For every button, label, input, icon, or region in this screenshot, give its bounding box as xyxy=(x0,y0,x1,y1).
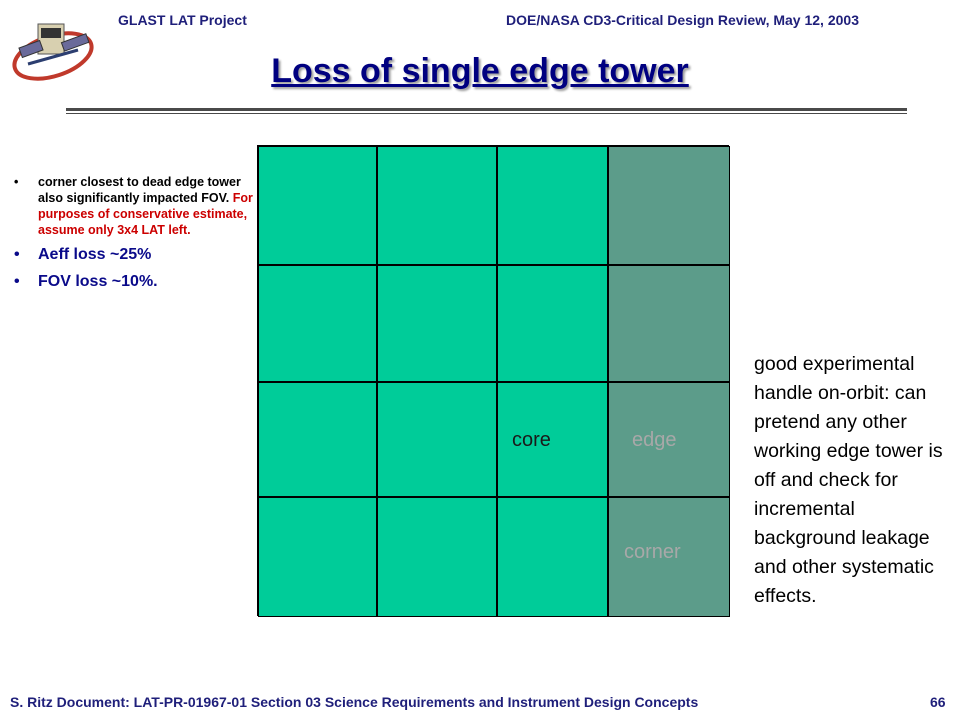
tower-cell xyxy=(497,265,608,382)
bullet-list: • corner closest to dead edge tower also… xyxy=(14,174,254,299)
tower-cell xyxy=(258,497,377,617)
core-label: core xyxy=(512,429,551,451)
tower-cell xyxy=(377,146,497,265)
edge-label: edge xyxy=(632,429,677,451)
tower-cell xyxy=(258,265,377,382)
corner-label: corner xyxy=(624,541,681,563)
tower-cell xyxy=(258,146,377,265)
title-rule-thick xyxy=(66,108,907,111)
side-note: good experimental handle on-orbit: can p… xyxy=(754,353,943,607)
tower-cell xyxy=(377,265,497,382)
bullet-text: FOV loss ~10%. xyxy=(38,273,158,290)
tower-grid xyxy=(257,145,730,617)
dead-tower-cell xyxy=(608,382,730,497)
dead-tower-cell xyxy=(608,146,730,265)
glast-satellite-logo-icon xyxy=(12,23,94,81)
dead-tower-cell xyxy=(608,265,730,382)
bullet-text: corner closest to dead edge tower also s… xyxy=(38,175,241,205)
page-number: 66 xyxy=(930,694,946,710)
bullet-text-red: For purposes of conservative estimate, a… xyxy=(38,191,253,237)
bullet-item: • Aeff loss ~25% xyxy=(14,245,254,265)
header-review: DOE/NASA CD3-Critical Design Review, May… xyxy=(506,12,859,28)
tower-cell xyxy=(497,146,608,265)
bullet-item: • FOV loss ~10%. xyxy=(14,272,254,292)
dead-tower-cell xyxy=(608,497,730,617)
slide-title: Loss of single edge tower xyxy=(271,52,689,90)
tower-cell xyxy=(377,382,497,497)
bullet-dot-icon: • xyxy=(14,175,19,189)
footer-text: S. Ritz Document: LAT-PR-01967-01 Sectio… xyxy=(10,694,699,710)
tower-cell xyxy=(497,382,608,497)
bullet-item: • corner closest to dead edge tower also… xyxy=(14,174,254,238)
tower-cell xyxy=(258,382,377,497)
bullet-dot-icon: • xyxy=(14,246,20,263)
title-rule-thin xyxy=(66,113,907,114)
header-project: GLAST LAT Project xyxy=(118,12,247,28)
bullet-text: Aeff loss ~25% xyxy=(38,246,152,263)
tower-cell xyxy=(377,497,497,617)
tower-cell xyxy=(497,497,608,617)
bullet-dot-icon: • xyxy=(14,273,20,290)
